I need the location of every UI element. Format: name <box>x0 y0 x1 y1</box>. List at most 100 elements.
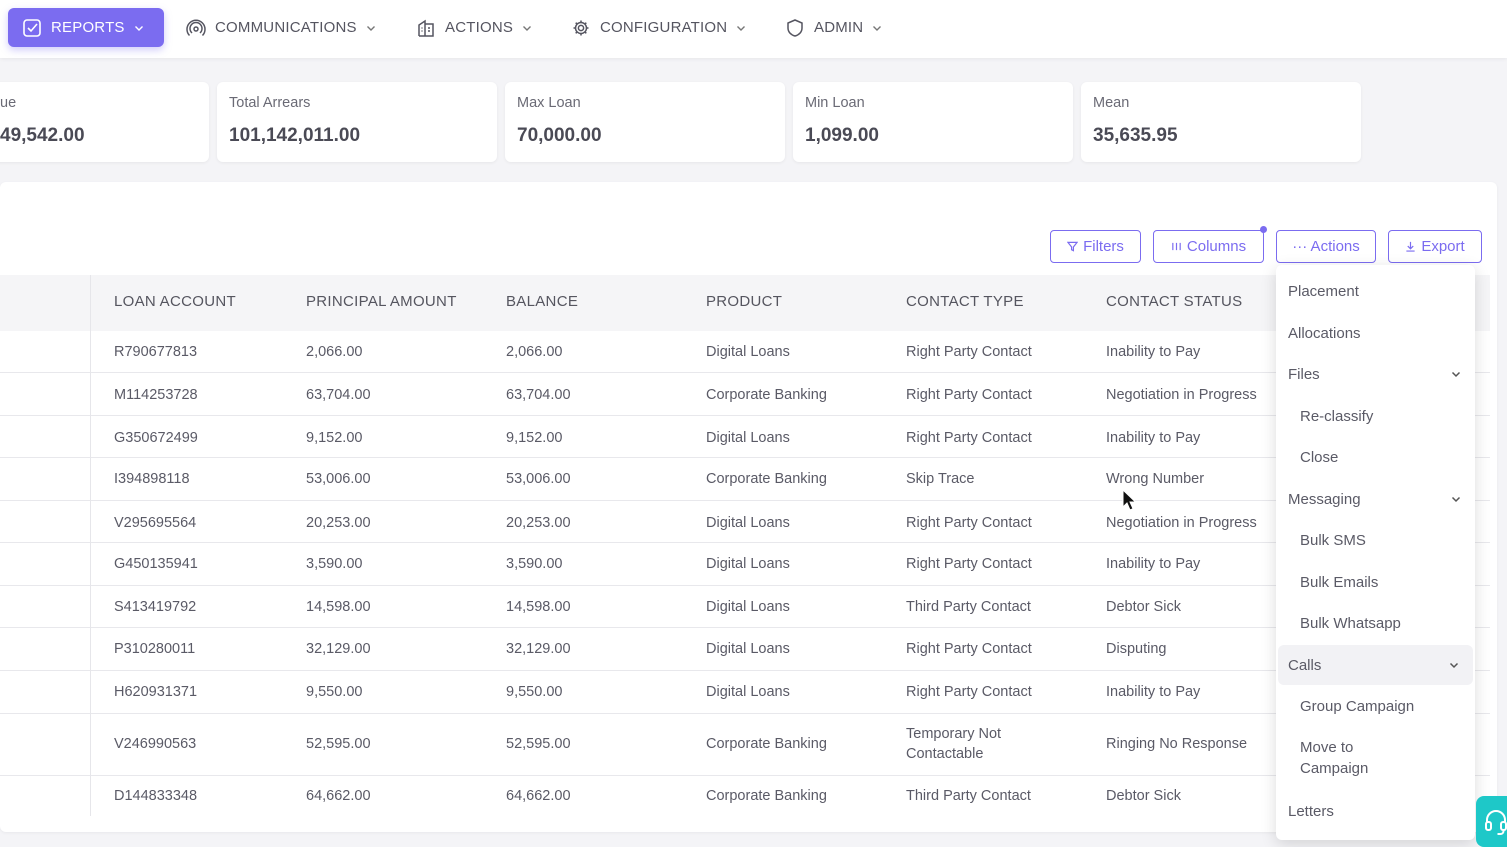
principal-cell: 32,129.00 <box>306 641 371 657</box>
menu-item-reclassify[interactable]: Re-classify <box>1276 404 1475 428</box>
principal-cell: 9,152.00 <box>306 430 363 446</box>
balance-cell: 63,704.00 <box>506 387 571 403</box>
contact-type-cell: Right Party Contact <box>906 515 1032 531</box>
stat-card-max-loan: Max Loan 70,000.00 <box>505 82 785 162</box>
table-row[interactable]: I394898118 53,006.00 53,006.00 Corporate… <box>0 458 1490 501</box>
menu-item-label: Messaging <box>1288 490 1361 508</box>
contact-status-cell: Inability to Pay <box>1106 430 1201 446</box>
menu-item-label: Group Campaign <box>1300 697 1415 715</box>
principal-cell: 53,006.00 <box>306 471 371 487</box>
contact-type-cell: Temporary Not Contactable <box>906 726 1002 762</box>
nav-configuration[interactable]: CONFIGURATION <box>557 8 760 47</box>
menu-item-label: Re-classify <box>1300 407 1374 425</box>
actions-dropdown-menu: Placement Allocations Files Re-classify … <box>1276 265 1475 840</box>
table-row[interactable]: V295695564 20,253.00 20,253.00 Digital L… <box>0 501 1490 543</box>
contact-type-cell: Right Party Contact <box>906 387 1032 403</box>
column-header-balance[interactable]: BALANCE <box>506 293 579 310</box>
chevron-down-icon <box>1451 371 1461 378</box>
contact-status-cell: Negotiation in Progress <box>1106 387 1257 403</box>
loan-account-cell: G350672499 <box>114 430 198 446</box>
menu-item-placement[interactable]: Placement <box>1276 279 1475 303</box>
column-header-product[interactable]: PRODUCT <box>706 293 783 310</box>
nav-actions[interactable]: ACTIONS <box>402 8 546 47</box>
column-header-contact-status[interactable]: CONTACT STATUS <box>1106 293 1243 310</box>
loan-account-cell: D144833348 <box>114 788 198 804</box>
contact-type-cell: Right Party Contact <box>906 684 1032 700</box>
menu-item-bulk-whatsapp[interactable]: Bulk Whatsapp <box>1276 611 1475 635</box>
loan-account-cell: R790677813 <box>114 344 198 360</box>
product-cell: Corporate Banking <box>706 387 827 403</box>
columns-icon <box>1172 242 1181 251</box>
table-row[interactable]: R790677813 2,066.00 2,066.00 Digital Loa… <box>0 331 1490 373</box>
loan-account-cell: G450135941 <box>114 556 198 572</box>
chevron-down-icon <box>873 25 882 31</box>
menu-item-label: Allocations <box>1288 324 1361 342</box>
menu-item-files[interactable]: Files <box>1276 362 1475 386</box>
table-header <box>0 275 1490 331</box>
principal-cell: 20,253.00 <box>306 515 371 531</box>
table-row[interactable]: H620931371 9,550.00 9,550.00 Digital Loa… <box>0 671 1490 714</box>
nav-admin[interactable]: ADMIN <box>771 8 896 47</box>
columns-button[interactable]: Columns <box>1153 230 1264 263</box>
column-header-contact-type[interactable]: CONTACT TYPE <box>906 293 1024 310</box>
menu-item-allocations[interactable]: Allocations <box>1276 321 1475 345</box>
principal-cell: 64,662.00 <box>306 788 371 804</box>
download-icon <box>1406 241 1415 252</box>
table-row[interactable]: S413419792 14,598.00 14,598.00 Digital L… <box>0 586 1490 628</box>
menu-item-bulk-emails[interactable]: Bulk Emails <box>1276 570 1475 594</box>
menu-item-messaging[interactable]: Messaging <box>1276 487 1475 511</box>
table-row[interactable]: G350672499 9,152.00 9,152.00 Digital Loa… <box>0 416 1490 458</box>
product-cell: Digital Loans <box>706 515 790 531</box>
shield-icon <box>787 18 803 37</box>
loan-account-cell: H620931371 <box>114 684 198 700</box>
menu-item-group-campaign[interactable]: Group Campaign <box>1276 694 1475 718</box>
table-row[interactable]: V246990563 52,595.00 52,595.00 Corporate… <box>0 714 1490 776</box>
contact-type-cell: Third Party Contact <box>906 788 1031 804</box>
balance-cell: 3,590.00 <box>506 556 563 572</box>
stat-value: 1,099.00 <box>805 125 879 146</box>
contact-type-cell: Right Party Contact <box>906 344 1032 360</box>
loan-account-cell: S413419792 <box>114 599 197 615</box>
menu-item-close[interactable]: Close <box>1276 445 1475 469</box>
principal-cell: 52,595.00 <box>306 736 371 752</box>
filters-button[interactable]: Filters <box>1050 230 1141 263</box>
chevron-down-icon <box>1451 496 1461 503</box>
menu-item-move-to-campaign[interactable]: Move to Campaign <box>1276 736 1475 780</box>
loan-account-cell: M114253728 <box>114 387 198 403</box>
stat-card-min-loan: Min Loan 1,099.00 <box>793 82 1073 162</box>
menu-item-bulk-sms[interactable]: Bulk SMS <box>1276 528 1475 552</box>
actions-button[interactable]: ··· Actions <box>1276 230 1376 263</box>
checkbox-icon <box>23 18 41 37</box>
menu-item-label: Bulk Emails <box>1300 573 1379 591</box>
contact-status-cell: Inability to Pay <box>1106 556 1201 572</box>
stat-card-mean: Mean 35,635.95 <box>1081 82 1361 162</box>
principal-cell: 63,704.00 <box>306 387 371 403</box>
menu-item-label: Letters <box>1288 802 1334 820</box>
column-header-loan-account[interactable]: LOAN ACCOUNT <box>114 293 236 310</box>
product-cell: Corporate Banking <box>706 788 827 804</box>
table-row[interactable]: M114253728 63,704.00 63,704.00 Corporate… <box>0 373 1490 416</box>
table-row[interactable]: D144833348 64,662.00 64,662.00 Corporate… <box>0 776 1490 817</box>
nav-communications[interactable]: COMMUNICATIONS <box>172 8 390 47</box>
nav-admin-label: ADMIN <box>814 19 864 36</box>
stat-value: 49,542.00 <box>0 125 85 146</box>
menu-item-label: Bulk Whatsapp <box>1300 614 1401 632</box>
product-cell: Digital Loans <box>706 430 790 446</box>
support-chat-button[interactable] <box>1476 796 1507 847</box>
table-row[interactable]: P310280011 32,129.00 32,129.00 Digital L… <box>0 628 1490 671</box>
nav-reports[interactable]: REPORTS <box>8 8 164 47</box>
column-header-principal-amount[interactable]: PRINCIPAL AMOUNT <box>306 293 457 310</box>
product-cell: Corporate Banking <box>706 736 827 752</box>
stat-value: 101,142,011.00 <box>229 125 361 146</box>
export-button[interactable]: Export <box>1388 230 1482 263</box>
menu-item-calls[interactable]: Calls <box>1278 645 1473 685</box>
filters-button-label: Filters <box>1083 238 1124 255</box>
menu-item-label: Calls <box>1288 656 1322 674</box>
columns-indicator-dot <box>1260 226 1267 233</box>
product-cell: Digital Loans <box>706 344 790 360</box>
frozen-column-divider <box>90 275 91 816</box>
filter-icon <box>1067 241 1079 252</box>
menu-item-letters[interactable]: Letters <box>1276 799 1475 823</box>
table-row[interactable]: G450135941 3,590.00 3,590.00 Digital Loa… <box>0 543 1490 586</box>
mouse-cursor-icon <box>1122 489 1136 511</box>
